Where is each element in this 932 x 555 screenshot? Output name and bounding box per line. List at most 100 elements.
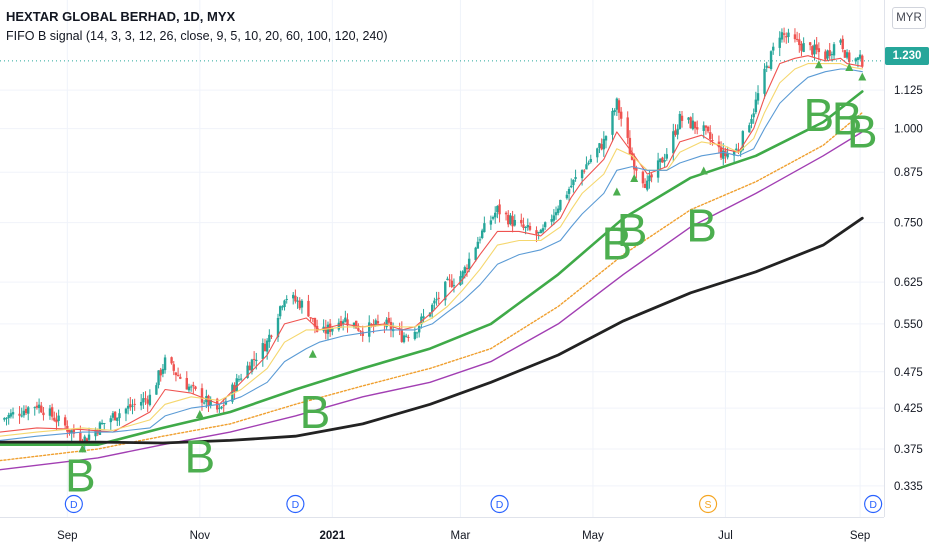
- candle-body: [237, 379, 241, 381]
- candle: [20, 407, 23, 418]
- candle: [341, 319, 345, 331]
- candle-body: [341, 321, 345, 325]
- candle-body: [376, 321, 380, 324]
- candle-body: [467, 258, 471, 270]
- candle-body: [535, 230, 538, 235]
- candle: [550, 214, 553, 226]
- candle-body: [407, 336, 410, 338]
- candle-body: [116, 417, 119, 421]
- candle-body: [444, 281, 447, 301]
- candle-body: [328, 323, 332, 332]
- candle: [843, 49, 847, 59]
- event-label: D: [292, 499, 300, 511]
- candle: [146, 395, 149, 413]
- candle-body: [157, 370, 160, 386]
- candle-body: [163, 357, 167, 371]
- candle: [265, 338, 269, 360]
- candle: [672, 123, 675, 162]
- candle-body: [737, 149, 740, 152]
- candle: [155, 382, 158, 395]
- candle: [220, 406, 223, 410]
- candle: [800, 41, 803, 57]
- candle: [752, 108, 755, 124]
- candle: [706, 125, 710, 134]
- candle-body: [641, 171, 645, 184]
- buy-signal-letter: B: [184, 431, 215, 483]
- chart-title[interactable]: HEXTAR GLOBAL BERHAD, 1D, MYX: [6, 9, 236, 24]
- candle: [754, 91, 758, 115]
- candle: [676, 124, 679, 140]
- ma-purple-line: [0, 131, 863, 471]
- axes: D D D S D 1.125 1.000 0.875 0.750 0.625 0.550 0.475…: [0, 0, 923, 542]
- candle-body: [856, 57, 860, 60]
- candle-body: [192, 384, 195, 387]
- candle: [437, 291, 440, 305]
- candle-body: [520, 219, 523, 224]
- candle-body: [678, 113, 682, 129]
- candle: [587, 160, 590, 166]
- candle-body: [283, 300, 286, 308]
- dividend-event-marker[interactable]: D: [864, 494, 883, 514]
- candle-body: [709, 132, 712, 140]
- candle-body: [374, 320, 377, 326]
- candle-body: [113, 411, 117, 421]
- candle-body: [465, 267, 469, 270]
- dividend-event-marker[interactable]: D: [64, 494, 83, 514]
- candle-body: [368, 322, 371, 337]
- currency-button[interactable]: MYR: [892, 7, 926, 29]
- candle: [709, 125, 712, 145]
- candle-body: [693, 121, 697, 129]
- candle-body: [159, 369, 162, 376]
- candle-body: [187, 386, 191, 391]
- candle-body: [611, 111, 614, 135]
- candle: [118, 408, 121, 426]
- candle-body: [246, 365, 249, 378]
- x-tick-label: Sep: [850, 530, 870, 542]
- candle-body: [782, 33, 786, 35]
- candle: [826, 49, 829, 62]
- candle: [813, 39, 816, 61]
- dividend-event-marker[interactable]: D: [490, 494, 509, 514]
- candle-body: [587, 162, 590, 165]
- candle: [722, 143, 725, 166]
- candle: [139, 394, 143, 411]
- candle-body: [70, 430, 73, 433]
- candle-body: [541, 228, 545, 232]
- candle-body: [494, 212, 497, 218]
- split-event-marker[interactable]: S: [698, 494, 718, 514]
- dividend-event-marker[interactable]: D: [286, 494, 305, 514]
- candle: [509, 212, 512, 226]
- candle-body: [513, 219, 516, 226]
- candle-body: [507, 214, 510, 225]
- candle-body: [785, 36, 788, 38]
- candle-body: [604, 136, 608, 141]
- candle: [824, 49, 827, 61]
- candle: [292, 292, 295, 305]
- candle-body: [574, 177, 577, 179]
- ma-fast-line: [0, 55, 863, 433]
- candle: [702, 121, 705, 139]
- candle: [400, 321, 404, 343]
- candle: [133, 398, 136, 411]
- candle: [765, 61, 768, 73]
- indicator-label[interactable]: FIFO B signal (14, 3, 3, 12, 26, close, …: [6, 29, 388, 43]
- x-tick-label: Nov: [190, 530, 211, 542]
- candle-body: [79, 432, 82, 444]
- candle: [209, 396, 212, 409]
- candle: [476, 236, 480, 249]
- candle-body: [285, 298, 288, 300]
- candle-body: [552, 215, 556, 221]
- candle-body: [526, 225, 529, 228]
- candle: [589, 154, 592, 164]
- candle-body: [139, 401, 143, 406]
- candle: [281, 305, 284, 311]
- candle: [179, 373, 182, 380]
- candle-body: [103, 423, 106, 425]
- x-tick-label: Jul: [718, 530, 733, 542]
- candle: [494, 206, 497, 224]
- candle-body: [478, 239, 482, 241]
- candle: [142, 392, 145, 409]
- candle-body: [600, 144, 603, 150]
